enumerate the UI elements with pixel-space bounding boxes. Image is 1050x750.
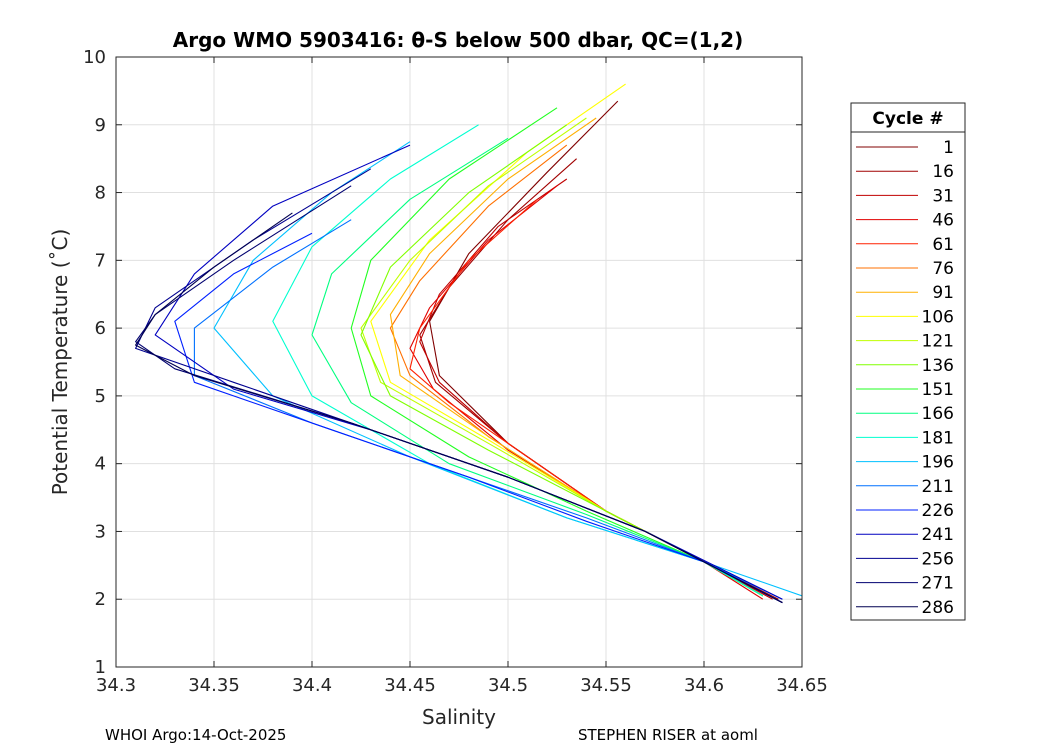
series-line-cycle-286 [135,212,783,604]
y-tick-label: 2 [95,589,106,610]
legend: Cycle # 11631466176911061211361511661811… [850,102,966,621]
y-tick-label: 6 [95,318,106,339]
y-tick-label: 1 [95,657,106,678]
series-line-cycle-166 [311,137,764,597]
legend-label-cycle-271: 271 [922,574,954,594]
y-tick-label: 4 [95,454,106,475]
legend-label-cycle-196: 196 [922,453,954,473]
legend-label-cycle-286: 286 [922,598,954,618]
legend-label-cycle-31: 31 [932,186,954,206]
chart-title: Argo WMO 5903416: θ-S below 500 dbar, QC… [173,28,743,52]
x-tick-label: 34.5 [488,675,528,696]
x-tick-label: 34.55 [580,675,632,696]
legend-items: 1 16 31 46 61 76 91 106 121 136 151 166 181 196 211 226… [856,138,954,618]
legend-label-cycle-91: 91 [932,283,954,303]
legend-label-cycle-136: 136 [922,356,954,376]
y-axis-label: Potential Temperature (˚C) [48,229,72,496]
legend-label-cycle-61: 61 [932,235,954,255]
legend-label-cycle-181: 181 [922,428,954,448]
plot-frame [115,56,803,668]
legend-label-cycle-151: 151 [922,380,954,400]
y-tick-label: 5 [95,386,106,407]
y-tick-label: 3 [95,521,106,542]
legend-label-cycle-76: 76 [932,259,954,279]
x-axis-label: Salinity [422,705,496,729]
y-tick-label: 7 [95,250,106,271]
x-axis-ticks: 34.3 34.35 34.4 34.45 34.5 34.55 34.6 34.65 [96,57,828,696]
legend-label-cycle-1: 1 [943,138,954,158]
y-tick-label: 10 [83,47,106,68]
legend-label-cycle-211: 211 [922,477,954,497]
legend-label-cycle-166: 166 [922,404,954,424]
y-tick-label: 8 [95,183,106,204]
x-tick-label: 34.65 [776,675,828,696]
legend-label-cycle-46: 46 [932,211,954,231]
legend-label-cycle-16: 16 [932,162,954,182]
footer-left: WHOI Argo:14-Oct-2025 [105,726,286,744]
y-tick-label: 9 [95,115,106,136]
x-tick-label: 34.6 [684,675,724,696]
x-tick-label: 34.35 [188,675,240,696]
x-tick-label: 34.45 [384,675,436,696]
series-line-cycle-151 [350,107,764,597]
legend-label-cycle-241: 241 [922,525,954,545]
y-axis-ticks: 1 2 3 4 5 6 7 8 9 10 [83,47,802,678]
legend-title: Cycle # [872,109,943,129]
legend-label-cycle-226: 226 [922,501,954,521]
legend-label-cycle-121: 121 [922,332,954,352]
footer-right: STEPHEN RISER at aoml [578,726,758,744]
x-tick-label: 34.4 [292,675,332,696]
plot-area [135,83,802,604]
series-lines [135,83,802,604]
legend-label-cycle-256: 256 [922,549,954,569]
x-tick-label: 34.3 [96,675,136,696]
legend-label-cycle-106: 106 [922,307,954,327]
series-line-cycle-226 [174,232,783,604]
